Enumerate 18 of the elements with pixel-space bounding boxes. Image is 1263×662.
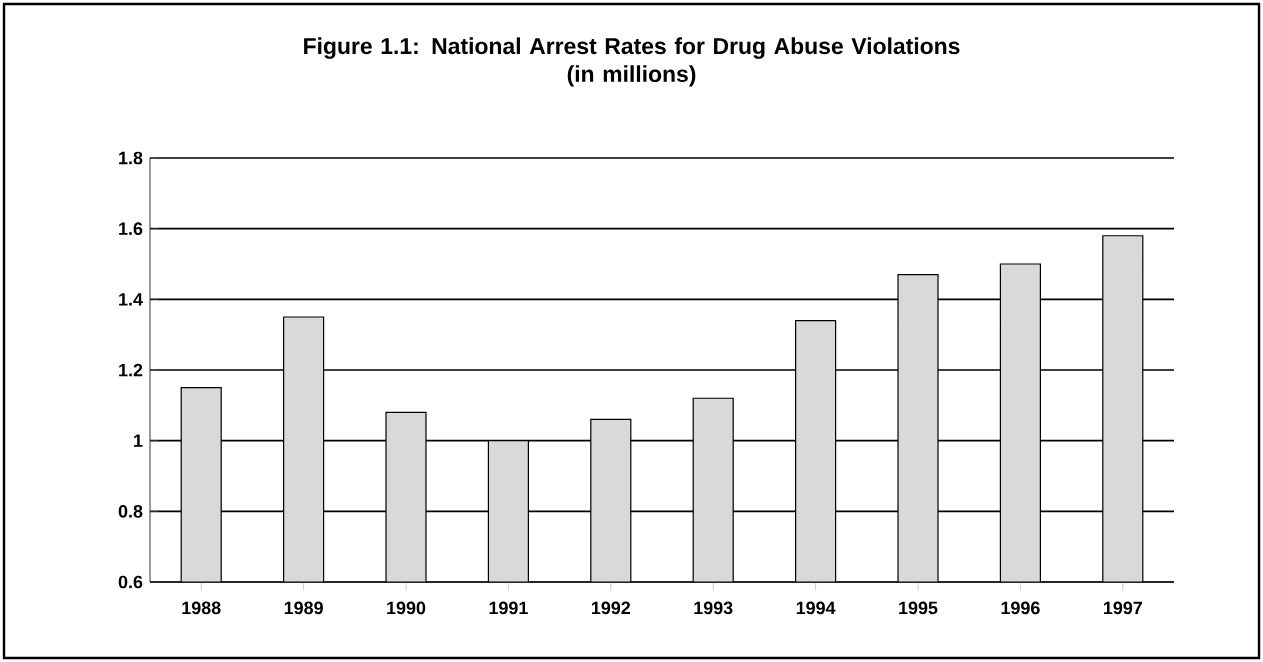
x-tick-label: 1993 — [694, 601, 733, 615]
x-tick-label: 1997 — [1103, 601, 1142, 615]
chart-title: Figure 1.1: National Arrest Rates for Drug Abuse Violations (in millions) — [304, 37, 960, 87]
x-tick-label: 1991 — [489, 601, 528, 615]
x-tick-label: 1988 — [182, 601, 221, 615]
x-tick-label: 1989 — [284, 601, 323, 615]
y-tick-label: 0.6 — [118, 575, 143, 589]
y-tick-label: 1 — [134, 434, 143, 447]
y-tick-label: 1.4 — [119, 293, 143, 306]
y-tick-label: 1.8 — [119, 151, 143, 165]
y-tick-label: 0.8 — [118, 504, 143, 518]
x-tick-label: 1990 — [387, 601, 426, 615]
y-tick-label: 1.2 — [119, 363, 143, 377]
x-tick-label: 1992 — [591, 601, 631, 615]
x-tick-label: 1996 — [1001, 601, 1040, 615]
x-tick-label: 1995 — [899, 601, 938, 615]
y-tick-label: 1.6 — [119, 222, 143, 236]
x-tick-label: 1994 — [796, 601, 836, 615]
